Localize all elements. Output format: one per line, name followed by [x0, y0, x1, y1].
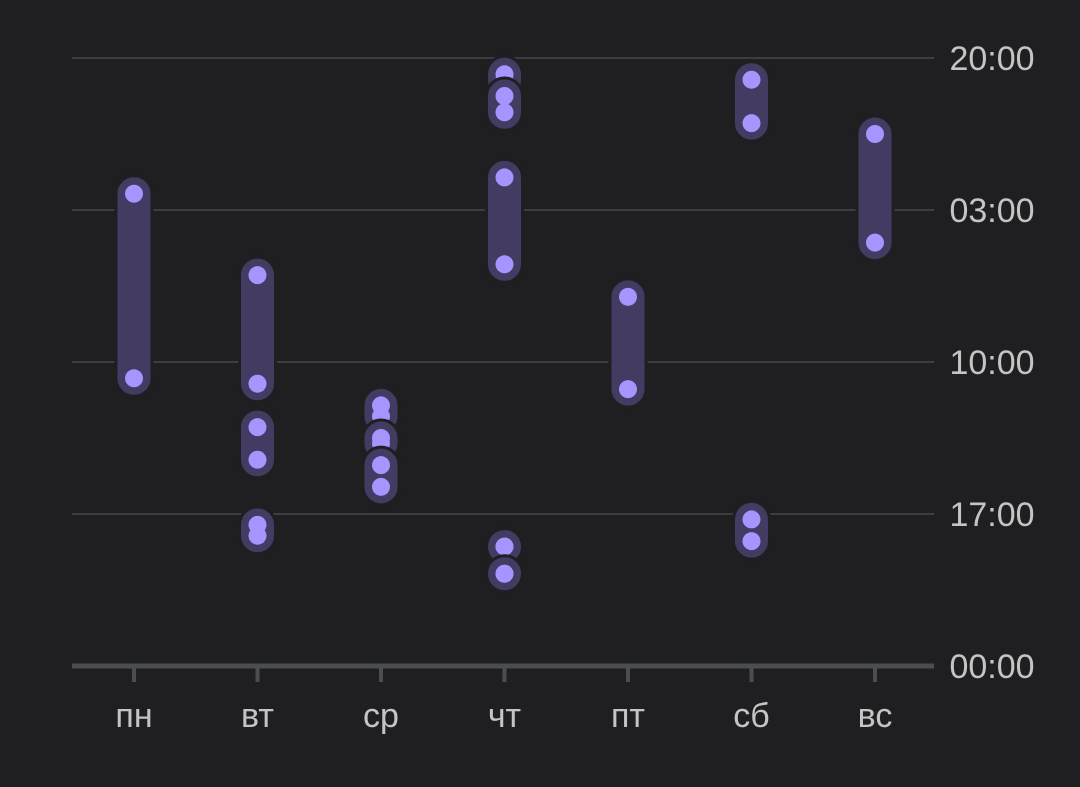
session-start-point [742, 70, 761, 89]
session-end-point [495, 564, 514, 583]
session-start-point [372, 456, 390, 475]
y-tick-label: 03:00 [949, 192, 1034, 230]
session-range [238, 407, 277, 480]
session-start-point [248, 266, 267, 285]
x-tick-label: пн [115, 697, 152, 735]
x-tick-label: сб [733, 697, 769, 735]
session-range [732, 499, 771, 561]
session-range [485, 157, 524, 284]
x-tick-label: вт [241, 697, 274, 735]
x-tick-label: чт [488, 697, 521, 735]
y-tick-label: 10:00 [949, 344, 1034, 382]
session-end-point [495, 103, 514, 122]
x-tick-label: пт [611, 697, 645, 735]
session-range [608, 277, 648, 409]
session-start-point [619, 287, 637, 306]
session-end-point [372, 477, 390, 496]
x-tick-label: ср [363, 697, 399, 735]
y-tick-label: 00:00 [949, 648, 1034, 686]
session-end-point [619, 380, 637, 399]
session-end-point [125, 369, 143, 388]
session-start-point [742, 510, 761, 529]
y-tick-label: 17:00 [949, 496, 1034, 534]
session-start-point [495, 168, 514, 187]
session-start-point [495, 87, 514, 105]
session-end-point [866, 233, 884, 252]
session-end-point [742, 114, 761, 133]
session-end-point [248, 374, 267, 393]
session-range [361, 445, 401, 507]
y-tick-label: 20:00 [949, 40, 1034, 78]
session-range [114, 174, 154, 398]
session-range [732, 60, 771, 143]
session-end-point [248, 450, 267, 469]
session-start-point [866, 125, 884, 143]
session-end-point [248, 526, 267, 545]
session-end-point [495, 255, 514, 274]
x-tick-label: вс [858, 697, 893, 735]
session-range [238, 255, 277, 404]
session-start-point [125, 184, 143, 203]
session-range [855, 114, 895, 263]
session-end-point [495, 537, 514, 556]
session-start-point [248, 418, 267, 437]
session-end-point [742, 532, 761, 551]
